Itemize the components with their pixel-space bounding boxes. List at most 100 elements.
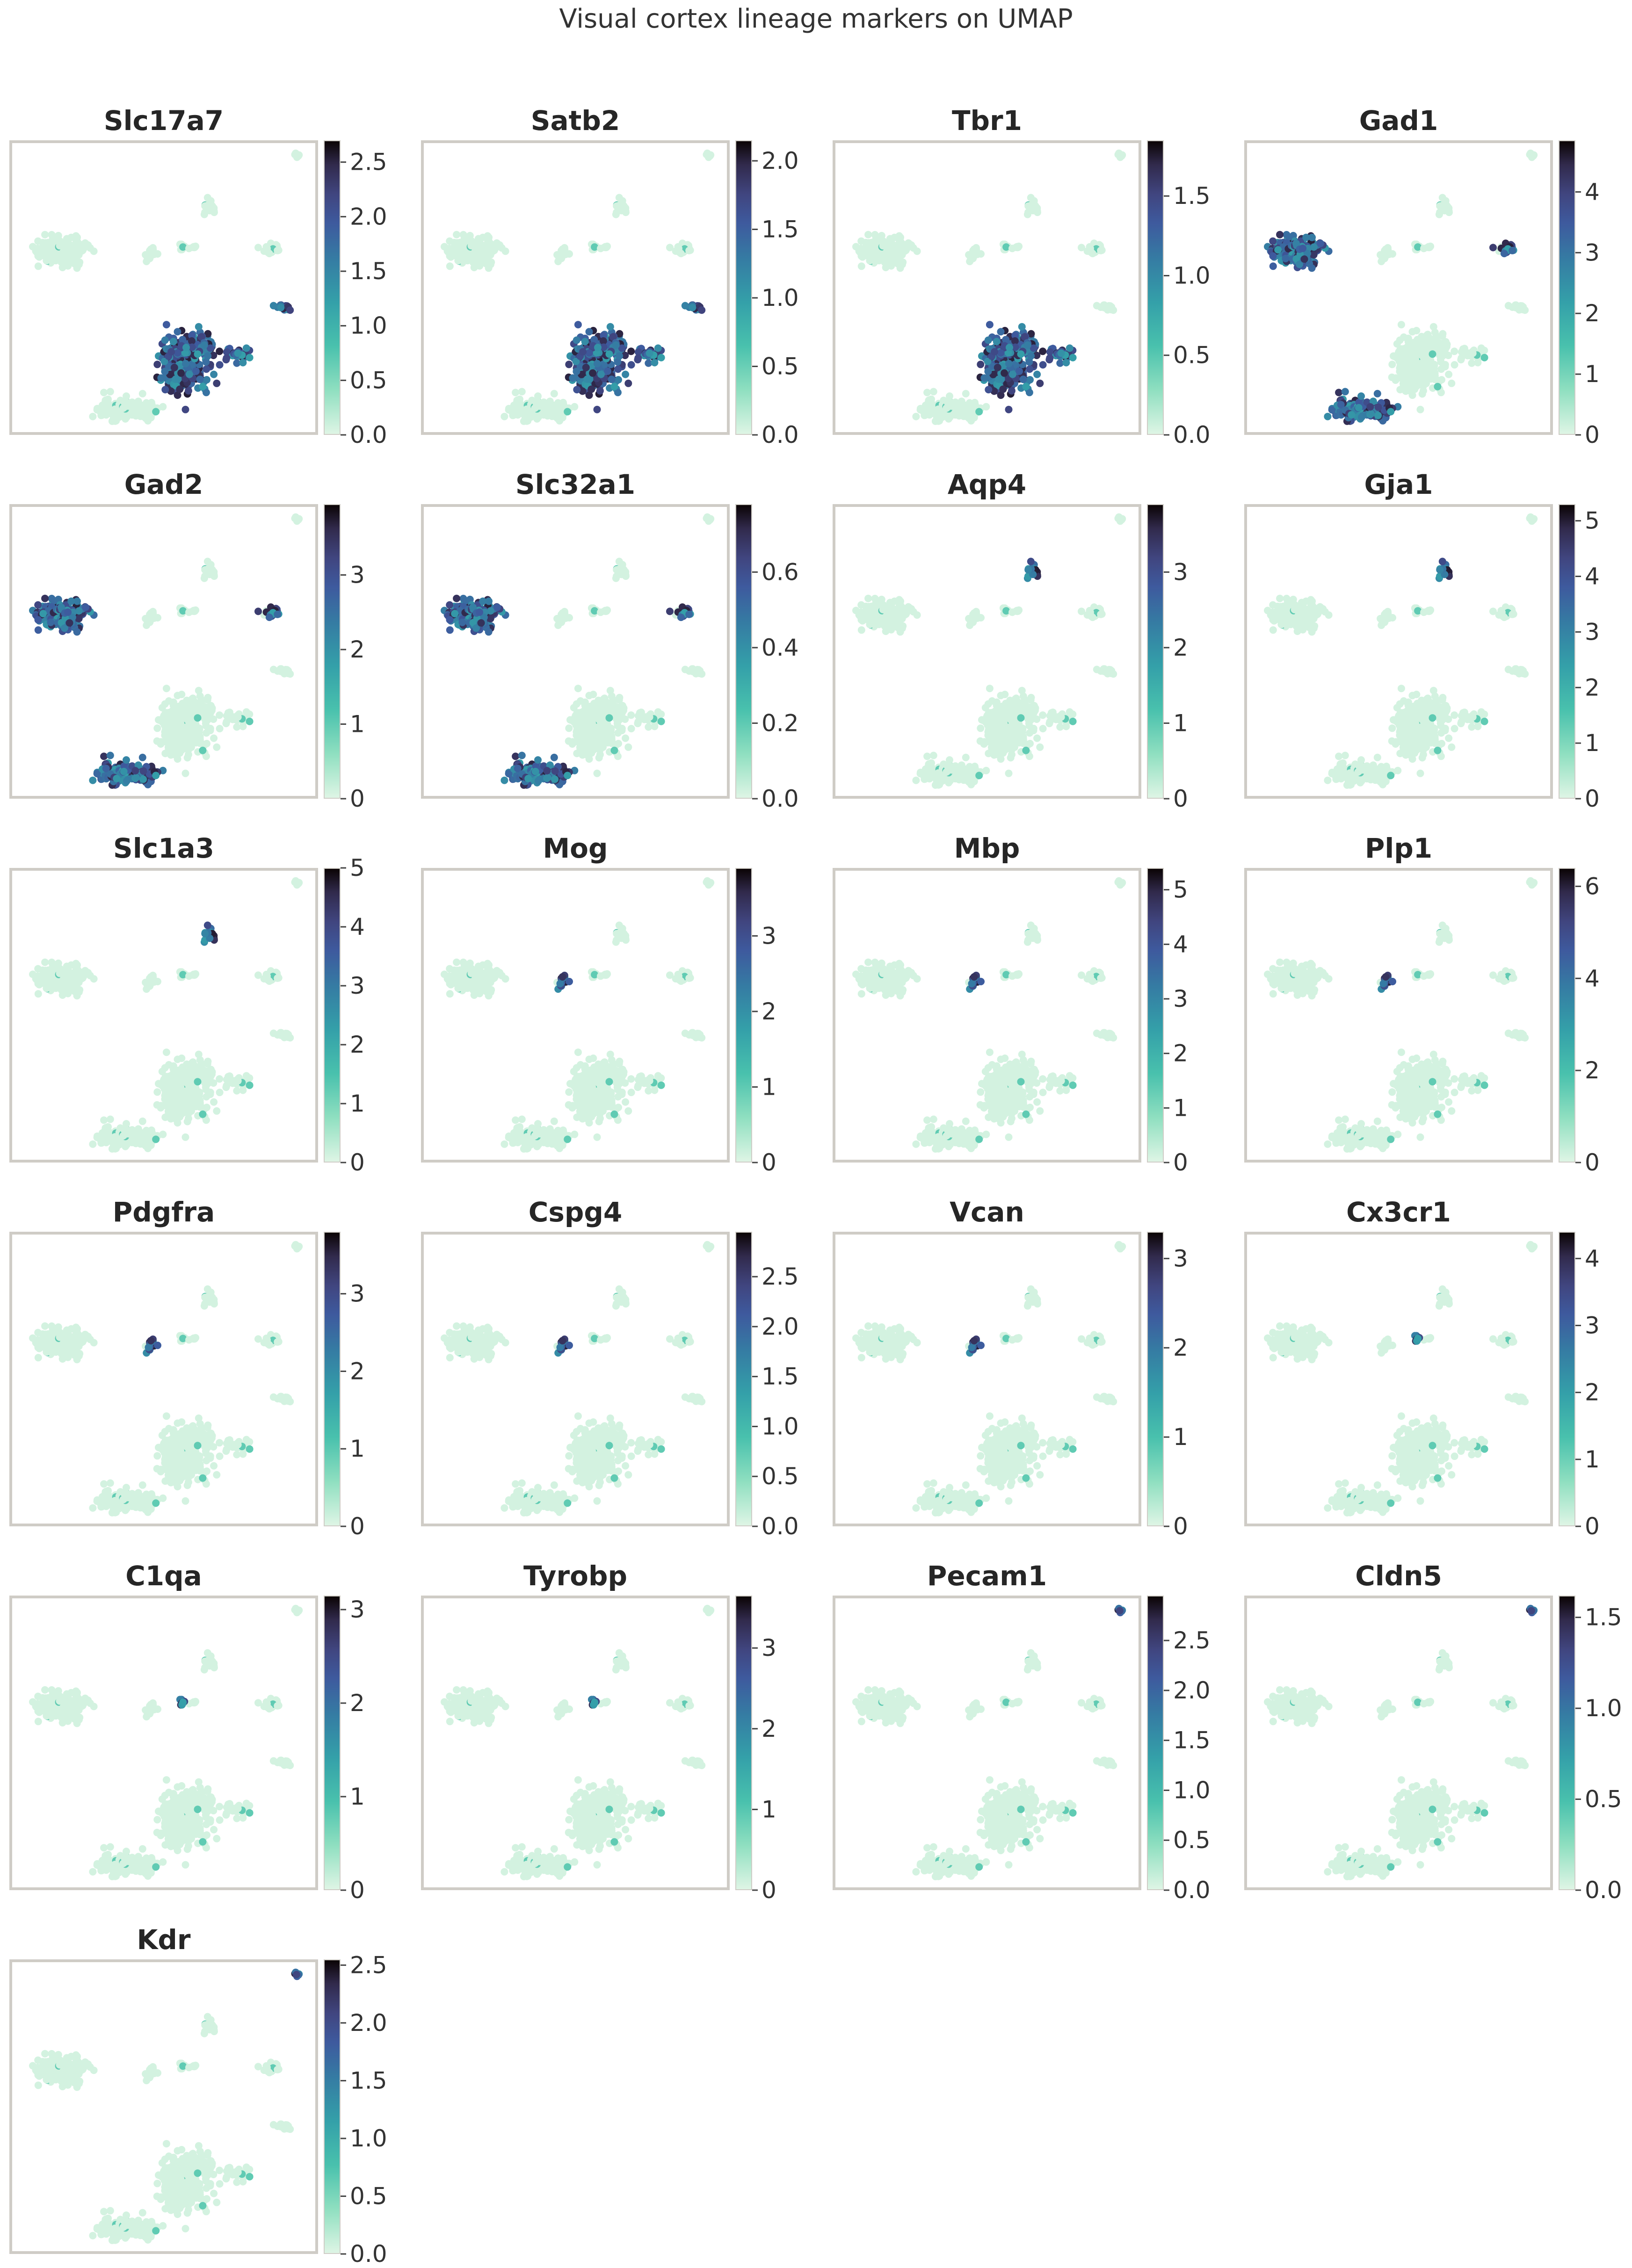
cell-point — [534, 392, 542, 400]
umap-plot-vcan — [833, 1232, 1141, 1526]
cell-point — [588, 385, 595, 393]
cell-point — [64, 608, 72, 616]
cell-point — [139, 412, 147, 419]
cell-point — [624, 743, 632, 751]
cell-point — [604, 367, 611, 375]
cell-point — [956, 410, 964, 418]
cell-point — [889, 255, 897, 263]
cell-point — [896, 264, 904, 272]
cell-point — [201, 566, 209, 574]
cell-point — [1036, 379, 1044, 387]
cell-point — [182, 344, 190, 352]
cell-point — [120, 767, 128, 775]
cell-point — [997, 349, 1005, 357]
cell-point — [627, 361, 635, 369]
cell-point — [234, 349, 242, 357]
colorbar-gad2 — [324, 504, 341, 799]
cell-point — [1026, 365, 1034, 373]
cell-point — [181, 769, 189, 777]
colorbar-tick-label: 1.5 — [350, 258, 387, 285]
cell-point — [223, 718, 231, 726]
cell-point — [605, 350, 613, 358]
cell-point — [167, 348, 175, 356]
cell-point — [58, 239, 65, 247]
cell-point — [174, 713, 181, 721]
colorbar-tick-label: 0.5 — [1173, 342, 1211, 369]
cell-point — [34, 601, 42, 609]
cell-point — [34, 626, 42, 634]
cell-point — [1396, 386, 1404, 394]
cell-point — [1392, 374, 1400, 382]
colorbar-tick-label: 0.2 — [762, 709, 799, 737]
colorbar-kdr — [324, 1959, 341, 2254]
cell-point — [1033, 370, 1041, 378]
cell-point — [113, 775, 121, 782]
colorbar-tick-label: 1.0 — [1173, 262, 1211, 289]
cell-point — [65, 619, 73, 627]
cell-point — [657, 354, 665, 361]
cell-point — [246, 354, 254, 361]
cell-point — [573, 386, 581, 394]
cell-point — [39, 246, 47, 254]
cell-point — [162, 685, 170, 693]
cell-point — [581, 338, 589, 346]
cell-point — [1405, 363, 1413, 371]
cell-point — [585, 328, 593, 336]
cell-point — [891, 233, 899, 241]
cell-point — [170, 727, 178, 735]
cell-point — [73, 264, 81, 272]
cell-point — [565, 361, 573, 368]
cell-point — [975, 408, 983, 416]
cell-point — [980, 374, 988, 382]
cell-point — [201, 202, 209, 210]
cell-point — [993, 338, 1001, 346]
points-tbr1 — [852, 149, 1126, 425]
cell-point — [857, 252, 865, 260]
cell-point — [1057, 349, 1065, 357]
cell-point — [1420, 370, 1428, 378]
cell-point — [704, 152, 712, 159]
colorbar-mog — [735, 868, 752, 1163]
points-gad1 — [1264, 149, 1538, 425]
cell-point — [923, 389, 931, 397]
cell-point — [1062, 359, 1070, 367]
cell-point — [1069, 354, 1077, 361]
cell-point — [242, 344, 250, 352]
cell-point — [564, 408, 572, 416]
cell-point — [203, 557, 211, 565]
cell-point — [651, 722, 659, 730]
cell-point — [154, 250, 161, 258]
cell-point — [1276, 231, 1284, 238]
cell-point — [622, 734, 630, 742]
cell-point — [1425, 244, 1433, 252]
umap-plot-kdr — [9, 1959, 318, 2254]
cell-point — [614, 365, 622, 373]
cell-point — [615, 557, 623, 565]
cell-point — [1469, 349, 1477, 357]
cell-point — [585, 349, 593, 357]
cell-point — [1355, 404, 1363, 412]
cell-point — [608, 739, 616, 747]
cell-point — [34, 262, 42, 270]
cell-point — [145, 252, 153, 259]
cell-point — [1022, 383, 1030, 390]
cell-point — [634, 718, 642, 726]
cell-point — [604, 731, 611, 739]
cell-point — [1429, 323, 1437, 331]
panel-title-kdr: Kdr — [137, 1924, 191, 1956]
cell-point — [1439, 352, 1447, 360]
umap-plot-cx3cr1 — [1244, 1232, 1553, 1526]
panel-title-cx3cr1: Cx3cr1 — [1346, 1196, 1451, 1228]
cell-point — [162, 321, 170, 329]
points-slc17a7 — [29, 149, 303, 425]
cell-point — [582, 363, 590, 371]
cell-point — [34, 237, 42, 245]
cell-point — [569, 738, 577, 746]
cell-point — [1480, 354, 1488, 361]
cell-point — [269, 302, 277, 310]
cell-point — [1005, 360, 1013, 368]
cell-point — [493, 239, 501, 247]
cell-point — [120, 404, 128, 412]
cell-point — [274, 610, 282, 618]
panel-title-satb2: Satb2 — [530, 105, 620, 137]
